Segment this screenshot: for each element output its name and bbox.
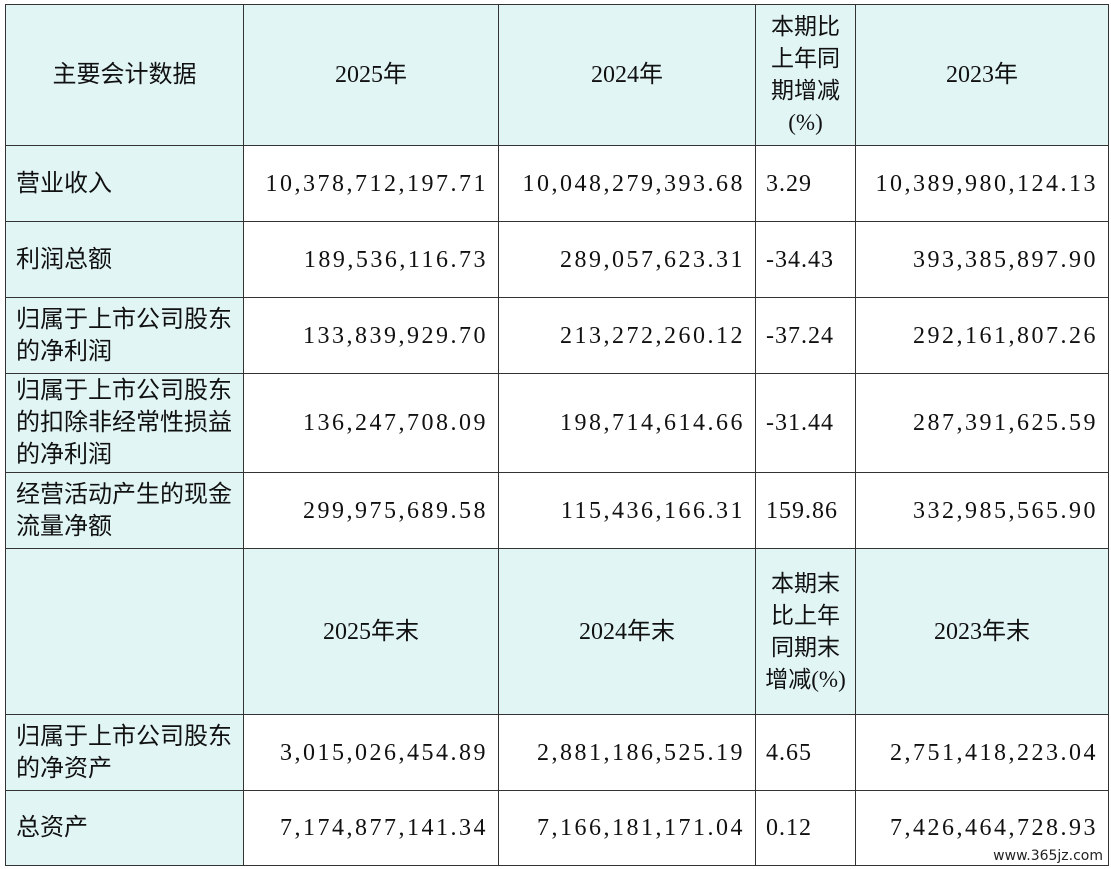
value-cell: 136,247,708.09: [243, 373, 499, 473]
value-cell: 7,166,181,171.04: [498, 790, 756, 866]
row-label: 营业收入: [5, 145, 244, 222]
data-row: 经营活动产生的现金流量净额 299,975,689.58 115,436,166.3…: [5, 472, 1109, 549]
row-label: 利润总额: [5, 221, 244, 298]
value-cell: 7,426,464,728.93: [855, 790, 1109, 866]
data-row: 归属于上市公司股东的扣除非经常性损益的净利润 136,247,708.09 198,…: [5, 373, 1109, 473]
header-cell: 2024年: [498, 4, 756, 146]
value-cell: -34.43: [755, 221, 856, 298]
value-cell: 3,015,026,454.89: [243, 714, 499, 791]
data-row: 归属于上市公司股东的净利润 133,839,929.70 213,272,260.1…: [5, 297, 1109, 374]
row-label: 总资产: [5, 790, 244, 866]
watermark: www.365jz.com: [993, 848, 1103, 864]
header-cell: 本期比上年同期增减(%): [755, 4, 856, 146]
value-cell: 332,985,565.90: [855, 472, 1109, 549]
header-cell: 2025年末: [243, 548, 499, 715]
financial-table: 主要会计数据 2025年 2024年 本期比上年同期增减(%) 2023年 营业收入 10,…: [5, 4, 1109, 866]
value-cell: 289,057,623.31: [498, 221, 756, 298]
row-label: 经营活动产生的现金流量净额: [5, 472, 244, 549]
header-cell: [5, 548, 244, 715]
header-cell: 主要会计数据: [5, 4, 244, 146]
header-cell: 2023年末: [855, 548, 1109, 715]
row-label: 归属于上市公司股东的净资产: [5, 714, 244, 791]
value-cell: 2,751,418,223.04: [855, 714, 1109, 791]
data-row: 归属于上市公司股东的净资产 3,015,026,454.89 2,881,186,5…: [5, 714, 1109, 791]
header-row: 主要会计数据 2025年 2024年 本期比上年同期增减(%) 2023年: [5, 4, 1109, 146]
data-row: 利润总额 189,536,116.73 289,057,623.31 -34.43 39…: [5, 221, 1109, 298]
value-cell: 133,839,929.70: [243, 297, 499, 374]
header-row: 2025年末 2024年末 本期末比上年同期末增减(%) 2023年末: [5, 548, 1109, 715]
header-cell: 2023年: [855, 4, 1109, 146]
value-cell: 3.29: [755, 145, 856, 222]
value-cell: 4.65: [755, 714, 856, 791]
value-cell: 287,391,625.59: [855, 373, 1109, 473]
value-cell: 10,378,712,197.71: [243, 145, 499, 222]
value-cell: 7,174,877,141.34: [243, 790, 499, 866]
value-cell: 10,389,980,124.13: [855, 145, 1109, 222]
header-cell: 2025年: [243, 4, 499, 146]
row-label: 归属于上市公司股东的净利润: [5, 297, 244, 374]
value-cell: 10,048,279,393.68: [498, 145, 756, 222]
value-cell: -37.24: [755, 297, 856, 374]
header-cell: 本期末比上年同期末增减(%): [755, 548, 856, 715]
value-cell: -31.44: [755, 373, 856, 473]
value-cell: 292,161,807.26: [855, 297, 1109, 374]
value-cell: 159.86: [755, 472, 856, 549]
value-cell: 213,272,260.12: [498, 297, 756, 374]
value-cell: 2,881,186,525.19: [498, 714, 756, 791]
value-cell: 0.12: [755, 790, 856, 866]
value-cell: 115,436,166.31: [498, 472, 756, 549]
value-cell: 299,975,689.58: [243, 472, 499, 549]
header-cell: 2024年末: [498, 548, 756, 715]
value-cell: 198,714,614.66: [498, 373, 756, 473]
value-cell: 393,385,897.90: [855, 221, 1109, 298]
row-label: 归属于上市公司股东的扣除非经常性损益的净利润: [5, 373, 244, 473]
data-row: 营业收入 10,378,712,197.71 10,048,279,393.68 3.…: [5, 145, 1109, 222]
value-cell: 189,536,116.73: [243, 221, 499, 298]
data-row: 总资产 7,174,877,141.34 7,166,181,171.04 0.12 7…: [5, 790, 1109, 866]
